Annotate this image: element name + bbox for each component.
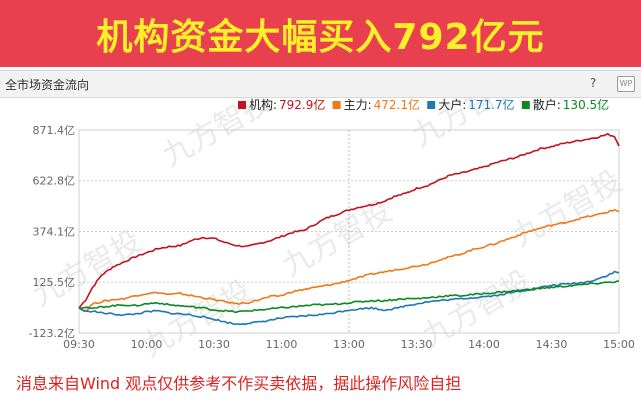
legend-label-3: 散户: — [533, 97, 561, 112]
y-tick-label: 871.4亿 — [33, 124, 76, 137]
legend-label-0: 机构: — [249, 97, 277, 112]
series-line-3 — [78, 280, 619, 313]
watermark: 九方智投 — [277, 194, 398, 284]
panel-header: 全市场资金流向 ? WP — [0, 70, 641, 98]
legend-swatch-1 — [332, 101, 341, 109]
legend-label-2: 大户: — [438, 97, 466, 112]
x-tick-label: 11:00 — [266, 338, 298, 351]
x-tick-label: 13:00 — [333, 338, 365, 351]
legend-swatch-0 — [238, 101, 246, 109]
series-line-0 — [78, 132, 620, 309]
x-tick-label: 09:30 — [63, 338, 95, 351]
legend-value-1: 472.1亿 — [374, 97, 420, 112]
y-tick-label: 374.1亿 — [33, 226, 76, 239]
x-tick-label: 14:00 — [468, 338, 500, 351]
series-line-1 — [78, 209, 620, 312]
panel-title: 全市场资金流向 — [5, 78, 90, 92]
x-tick-label: 13:30 — [401, 338, 433, 351]
banner: 机构资金大幅买入792亿元 — [0, 0, 641, 67]
legend-value-3: 130.5亿 — [563, 97, 609, 112]
help-icon[interactable]: ? — [590, 76, 597, 90]
x-tick-label: 10:00 — [131, 338, 163, 351]
watermark: 九方智投 — [507, 164, 628, 254]
banner-title: 机构资金大幅买入792亿元 — [96, 16, 545, 58]
legend-value-0: 792.9亿 — [279, 97, 325, 112]
legend-label-1: 主力: — [344, 98, 372, 112]
legend-swatch-2 — [427, 101, 436, 109]
x-tick-label: 14:30 — [536, 338, 568, 351]
legend-value-2: 171.7亿 — [468, 97, 514, 112]
y-tick-label: -123.2亿 — [29, 327, 75, 340]
x-tick-label: 10:30 — [198, 338, 230, 351]
y-tick-label: 622.8亿 — [33, 175, 76, 188]
wp-icon[interactable]: WP — [617, 76, 635, 92]
y-tick-label: 125.5亿 — [33, 276, 76, 289]
legend-swatch-3 — [521, 101, 530, 109]
x-tick-label: 15:00 — [603, 338, 635, 351]
disclaimer: 消息来自Wind 观点仅供参考不作买卖依据，据此操作风险自担 — [16, 374, 462, 393]
